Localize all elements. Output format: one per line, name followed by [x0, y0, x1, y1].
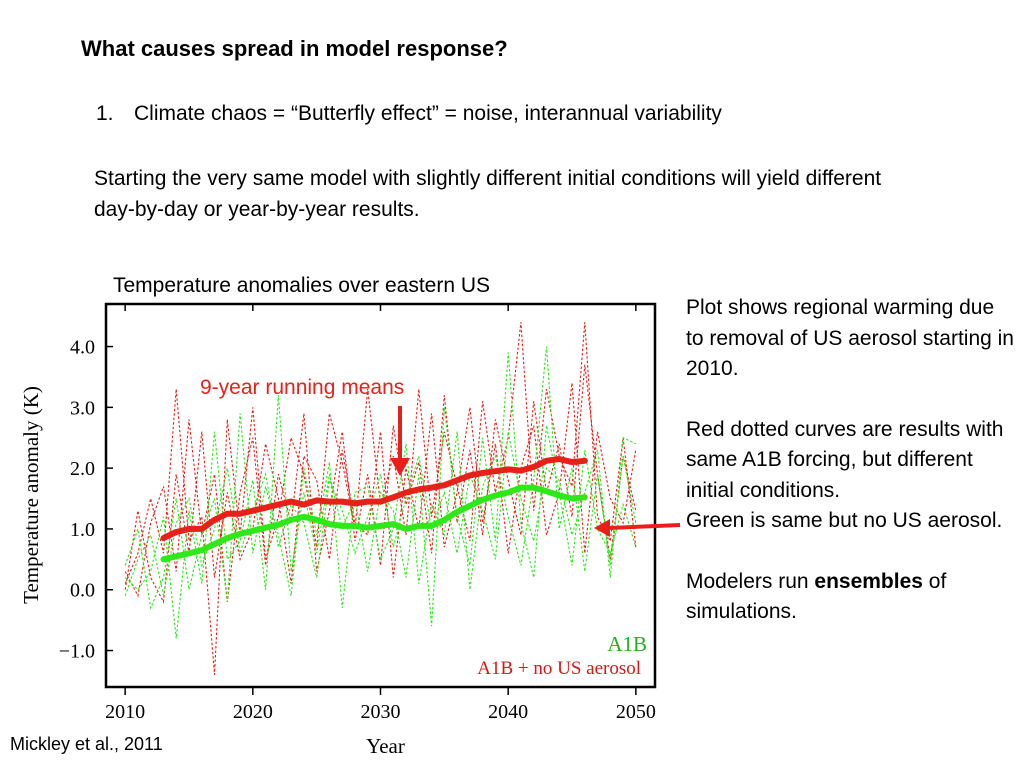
citation: Mickley et al., 2011 — [10, 734, 163, 754]
explanation-paragraph: Starting the very same model with slight… — [94, 167, 882, 221]
x-tick-label: 2050 — [616, 701, 656, 723]
side-note-4-prefix: Modelers run — [686, 569, 815, 593]
side-note-2: Red dotted curves are results with same … — [686, 417, 1004, 502]
list-text: Climate chaos = “Butterfly effect” = noi… — [134, 102, 722, 125]
list-item-1: 1. Climate chaos = “Butterfly effect” = n… — [96, 102, 722, 126]
x-axis-label: Year — [366, 734, 405, 758]
y-tick-label: 3.0 — [70, 397, 95, 419]
series-line-red-dotted-2 — [124, 382, 637, 604]
series-line-red-dotted-1 — [124, 364, 637, 602]
annotation-text: 9-year running means — [200, 376, 404, 399]
y-tick-label: 0.0 — [70, 580, 95, 602]
x-tick-label: 2020 — [233, 701, 273, 723]
side-note-4: Modelers run ensembles of simulations. — [686, 567, 1016, 628]
x-tick-label: 2010 — [105, 701, 145, 723]
annotation-arrow-head — [390, 458, 410, 476]
y-tick-label: −1.0 — [59, 641, 95, 663]
y-tick-label: 2.0 — [70, 458, 95, 480]
side-note-4-bold: ensembles — [814, 569, 923, 593]
side-arrow-shaft — [609, 523, 681, 530]
x-tick-label: 2040 — [488, 701, 528, 723]
chart-title: Temperature anomalies over eastern US — [113, 274, 491, 297]
side-note-3: Green is same but no US aerosol. — [686, 509, 1003, 532]
y-tick-label: 4.0 — [70, 337, 95, 359]
series-line-green-dotted-3 — [124, 352, 637, 639]
list-number: 1. — [96, 102, 114, 125]
side-arrow-head — [594, 519, 610, 537]
series-line-red-running-mean — [160, 456, 588, 542]
side-notes: Plot shows regional warming due to remov… — [686, 293, 1016, 628]
series-line-green-running-mean — [160, 484, 588, 563]
side-note-4-suffix: of simulations. — [686, 569, 947, 624]
series-line-green-dotted-5 — [124, 431, 637, 596]
slide-heading: What causes spread in model response? — [81, 36, 508, 61]
y-tick-label: 1.0 — [70, 519, 95, 541]
y-axis-label: Temperature anomaly (K) — [19, 386, 43, 604]
x-tick-label: 2030 — [361, 701, 401, 723]
legend-entry-no-aerosol: A1B + no US aerosol — [477, 658, 641, 679]
series-line-green-dotted-4 — [124, 346, 637, 610]
side-note-1: Plot shows regional warming due to remov… — [686, 296, 1014, 380]
legend-entry-a1b: A1B — [607, 632, 647, 656]
